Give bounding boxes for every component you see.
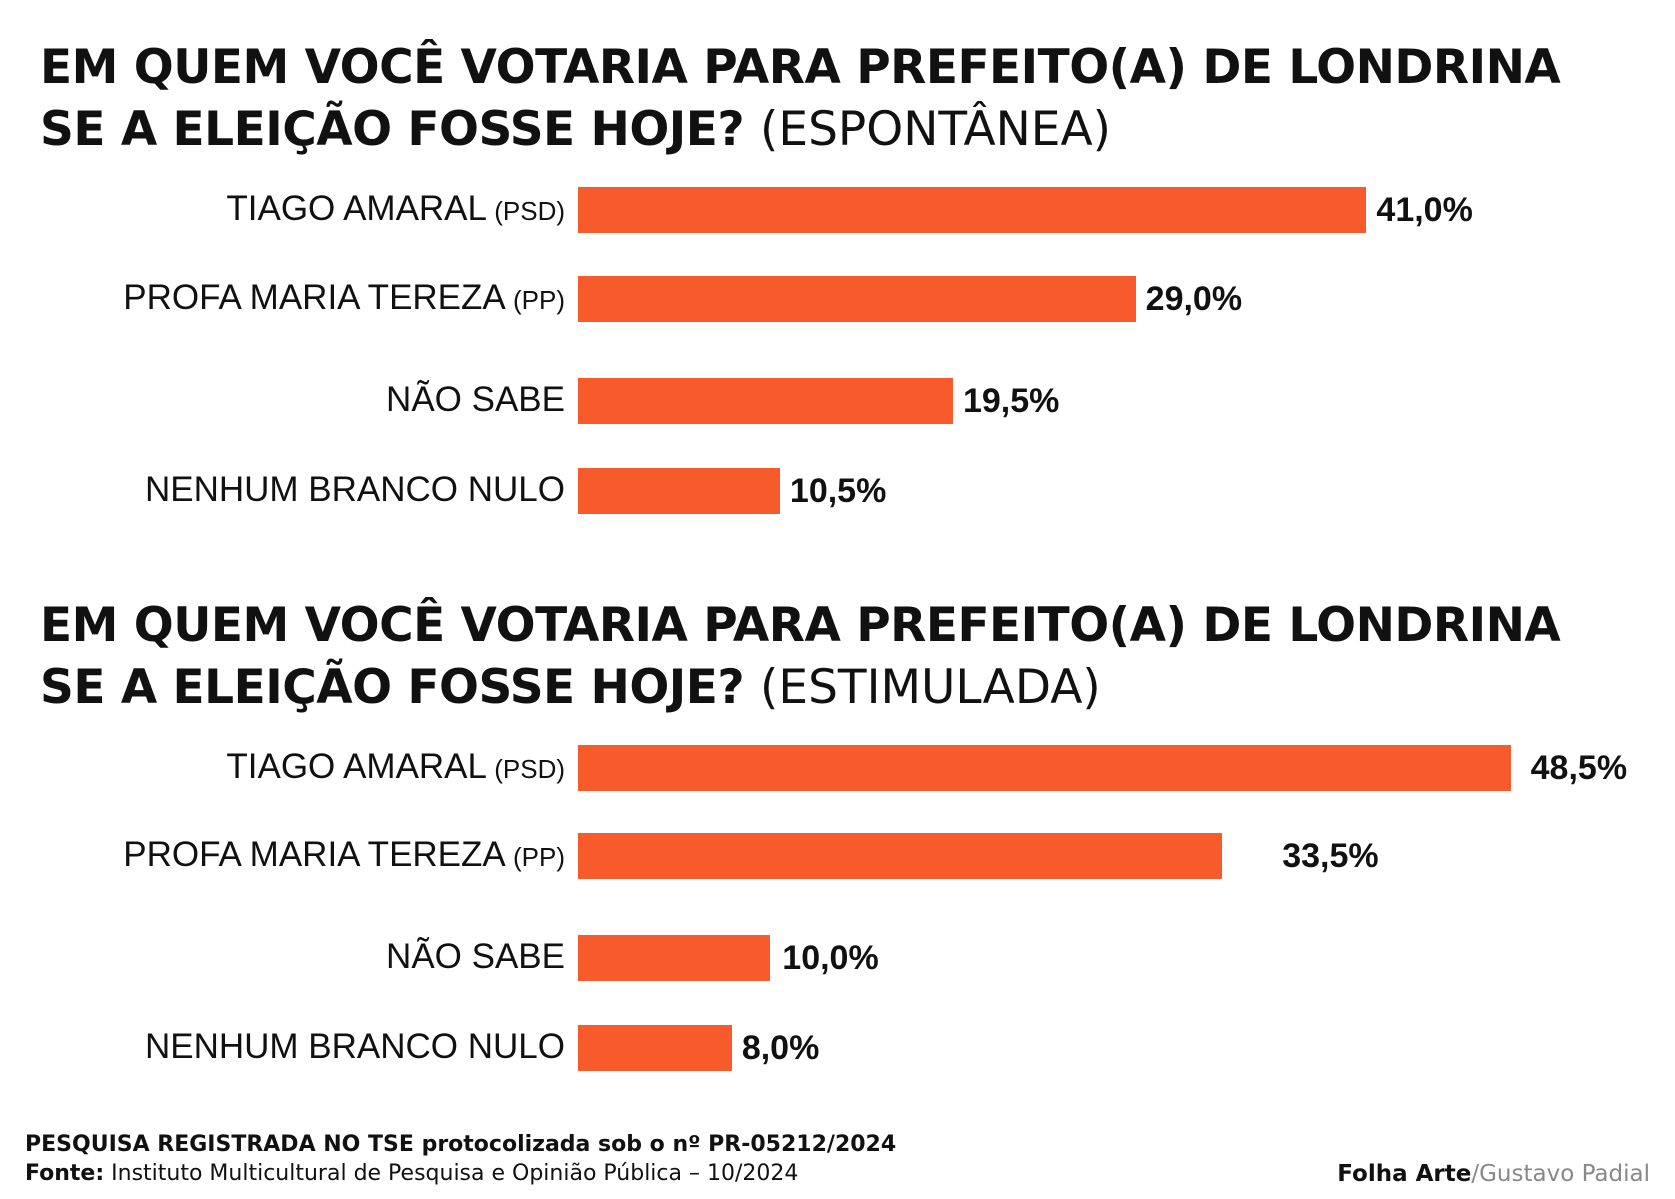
chart-title-line1: EM QUEM VOCÊ VOTARIA PARA PREFEITO(A) DE… [40,598,1561,653]
chart-title-line2: SE A ELEIÇÃO FOSSE HOJE? (ESTIMULADA) [40,660,1101,715]
category-name: NENHUM BRANCO NULO [144,1027,565,1066]
footer-registration-text: PESQUISA REGISTRADA NO TSE protocolizada… [25,1132,897,1157]
category-label: NENHUM BRANCO NULO [145,470,565,510]
bar-value-label: 10,0% [782,939,879,977]
chart-title-suffix: (ESTIMULADA) [760,660,1101,715]
category-party: (PSD) [487,754,565,784]
bar-value-label: 33,5% [1282,837,1379,875]
category-party: (PSD) [487,196,565,226]
category-name: PROFA MARIA TEREZA [123,278,506,317]
category-name: TIAGO AMARAL [226,747,487,786]
category-label: TIAGO AMARAL (PSD) [226,189,565,229]
bar [578,276,1136,322]
bar-value-label: 10,5% [789,472,887,510]
category-label: TIAGO AMARAL (PSD) [226,747,565,787]
footer-source-label: Fonte: [25,1161,105,1186]
chart-title-question: SE A ELEIÇÃO FOSSE HOJE? [40,660,745,715]
credit: Folha Arte/Gustavo Padial [1337,1161,1650,1187]
credit-brand: Folha Arte [1337,1161,1472,1187]
category-label: NÃO SABE [386,937,565,977]
bar [578,745,1511,791]
category-name: PROFA MARIA TEREZA [123,835,506,874]
category-party: (PP) [505,842,565,872]
footer-source: Fonte: Instituto Multicultural de Pesqui… [25,1161,798,1186]
category-label: NÃO SABE [386,380,565,420]
chart-title-line2: SE A ELEIÇÃO FOSSE HOJE? (ESPONTÂNEA) [40,102,1111,157]
category-name: NENHUM BRANCO NULO [144,470,565,509]
footer-registration: PESQUISA REGISTRADA NO TSE protocolizada… [25,1132,896,1157]
bar-value-label: 29,0% [1145,280,1243,318]
bar [578,468,780,514]
category-label: PROFA MARIA TEREZA (PP) [123,278,565,318]
footer-source-text: Instituto Multicultural de Pesquisa e Op… [111,1161,799,1186]
bar [578,187,1367,233]
category-party: (PP) [505,285,565,315]
chart-title-line1: EM QUEM VOCÊ VOTARIA PARA PREFEITO(A) DE… [40,40,1561,95]
bar-value-label: 41,0% [1376,191,1473,229]
bar [578,935,771,981]
bar-value-label: 8,0% [741,1029,820,1067]
category-name: NÃO SABE [386,380,565,419]
bar-value-label: 19,5% [962,382,1060,420]
category-label: NENHUM BRANCO NULO [145,1027,565,1067]
credit-separator: / [1471,1161,1480,1187]
category-name: NÃO SABE [386,937,565,976]
category-label: PROFA MARIA TEREZA (PP) [123,835,565,875]
credit-author: Gustavo Padial [1479,1161,1650,1187]
bar-value-label: 48,5% [1530,749,1628,787]
chart-title-suffix: (ESPONTÂNEA) [760,102,1111,157]
bar [578,833,1223,879]
bar [578,1025,732,1071]
category-name: TIAGO AMARAL [226,189,487,228]
bar [578,378,953,424]
chart-title-question: SE A ELEIÇÃO FOSSE HOJE? [40,102,745,157]
